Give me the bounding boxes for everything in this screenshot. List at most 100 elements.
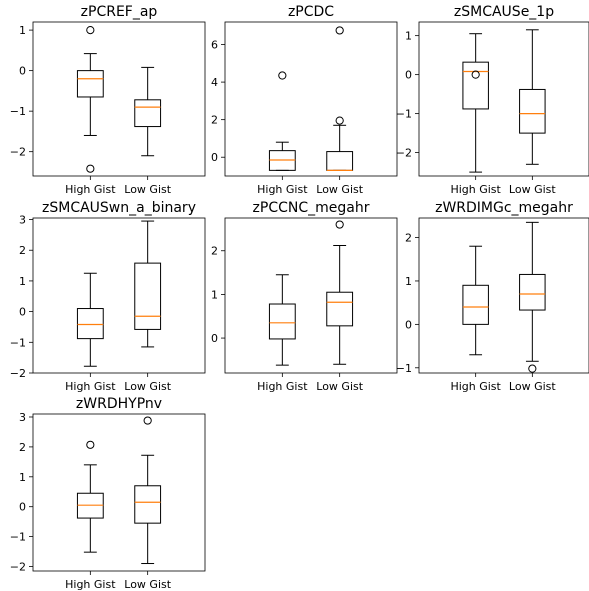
y-tick-label: 3 — [19, 411, 26, 424]
outlier-point — [143, 416, 152, 425]
subplot-4: zSMCAUSwn_a_binary −2 −1 0 1 2 3 High Gist Low G… — [10, 200, 206, 393]
x-tick-label: Low Gist — [124, 380, 171, 393]
subplot-5: zPCCNC_megahr 0 1 2 High Gist Low Gist — [211, 200, 398, 393]
box-low-gist — [134, 220, 162, 348]
axes-frame — [32, 413, 206, 572]
box-high-gist — [76, 272, 104, 367]
y-tick-label: 1 — [211, 288, 218, 301]
box-low-gist — [326, 26, 354, 171]
x-tick-label: High Gist — [450, 380, 501, 393]
x-tick-label: Low Gist — [124, 578, 171, 591]
x-tick-label: Low Gist — [509, 183, 556, 196]
box-low-gist — [134, 416, 162, 565]
x-tick-label: Low Gist — [124, 183, 171, 196]
chart-title: zWRDIMGc_megahr — [435, 200, 573, 216]
box-low-gist — [519, 221, 546, 373]
y-tick-label: 0 — [19, 65, 26, 78]
outlier-point — [86, 440, 95, 449]
chart-title: zPCREF_ap — [81, 4, 158, 20]
x-tick-label: High Gist — [257, 380, 308, 393]
x-tick-label: High Gist — [450, 183, 501, 196]
box-high-gist — [462, 245, 489, 356]
y-tick-label: −1 — [10, 336, 26, 349]
iqr-box — [326, 151, 354, 171]
outlier-point — [471, 70, 480, 79]
x-tick-label: Low Gist — [316, 183, 363, 196]
chart-title: zSMCAUSe_1p — [454, 4, 554, 20]
chart-title: zSMCAUSwn_a_binary — [42, 200, 196, 216]
axes-frame — [418, 21, 589, 177]
chart-title: zPCDC — [288, 4, 334, 20]
subplot-3: zSMCAUSe_1p −2 −1 0 1 High Gist Low Gist — [396, 4, 589, 196]
y-tick-label: 6 — [211, 39, 218, 52]
y-tick-label: 0 — [405, 69, 412, 82]
iqr-box — [462, 284, 489, 325]
box-low-gist — [326, 220, 354, 365]
y-tick-label: 2 — [211, 245, 218, 258]
subplot-2: zPCDC 0 2 4 6 High Gist Low Gist — [211, 4, 398, 196]
y-tick-label: −2 — [396, 147, 412, 160]
box-high-gist — [268, 71, 296, 171]
y-tick-label: −2 — [10, 146, 26, 159]
y-tick-label: 1 — [19, 471, 26, 484]
iqr-box — [519, 273, 546, 311]
y-tick-label: 2 — [19, 441, 26, 454]
axes-frame — [418, 217, 589, 374]
iqr-box — [462, 61, 489, 110]
outlier-point — [278, 71, 287, 80]
y-tick-label: 1 — [19, 275, 26, 288]
y-tick-label: 4 — [211, 76, 218, 89]
subplot-1: zPCREF_ap −2 −1 0 1 High Gist Low Gist — [10, 4, 206, 196]
y-tick-label: −2 — [10, 561, 26, 574]
outlier-point — [335, 26, 344, 35]
outlier-point — [86, 164, 95, 173]
axes-frame — [32, 217, 206, 374]
iqr-box — [134, 262, 162, 330]
y-tick-label: 0 — [405, 318, 412, 331]
y-tick-label: −2 — [10, 367, 26, 380]
y-tick-label: 0 — [211, 151, 218, 164]
box-low-gist — [134, 66, 162, 157]
x-tick-label: Low Gist — [316, 380, 363, 393]
y-tick-label: 1 — [19, 24, 26, 37]
axes-frame — [224, 21, 398, 177]
iqr-box — [76, 70, 104, 98]
iqr-box — [76, 308, 104, 340]
x-tick-label: High Gist — [65, 578, 116, 591]
iqr-box — [519, 88, 546, 134]
box-high-gist — [76, 26, 104, 173]
y-tick-label: 2 — [405, 232, 412, 245]
y-tick-label: 3 — [19, 214, 26, 227]
box-high-gist — [462, 33, 489, 173]
outlier-point — [86, 26, 95, 35]
chart-title: zPCCNC_megahr — [253, 200, 370, 216]
y-tick-label: 0 — [19, 306, 26, 319]
iqr-box — [134, 99, 162, 128]
outlier-point — [335, 116, 344, 125]
x-tick-label: High Gist — [65, 380, 116, 393]
y-tick-label: −1 — [10, 531, 26, 544]
box-high-gist — [268, 274, 296, 366]
y-tick-label: −1 — [10, 105, 26, 118]
subplot-7: zWRDHYPnv −2 −1 0 1 2 3 High Gist Low Gist — [10, 396, 206, 591]
y-tick-label: 2 — [211, 114, 218, 127]
y-tick-label: −1 — [396, 362, 412, 375]
y-tick-label: 0 — [211, 332, 218, 345]
outlier-point — [335, 220, 344, 229]
outlier-point — [528, 364, 537, 373]
x-tick-label: High Gist — [257, 183, 308, 196]
axes-frame — [224, 217, 398, 374]
y-tick-label: 2 — [19, 244, 26, 257]
iqr-box — [268, 303, 296, 340]
iqr-box — [134, 485, 162, 524]
y-tick-label: 0 — [19, 501, 26, 514]
x-tick-label: Low Gist — [509, 380, 556, 393]
y-tick-label: −1 — [396, 108, 412, 121]
subplot-6: zWRDIMGc_megahr −1 0 1 2 High Gist Low Gist — [396, 200, 589, 393]
axes-frame — [32, 21, 206, 177]
iqr-box — [326, 291, 354, 327]
y-tick-label: 1 — [405, 30, 412, 43]
y-tick-label: 1 — [405, 275, 412, 288]
box-low-gist — [519, 29, 546, 165]
